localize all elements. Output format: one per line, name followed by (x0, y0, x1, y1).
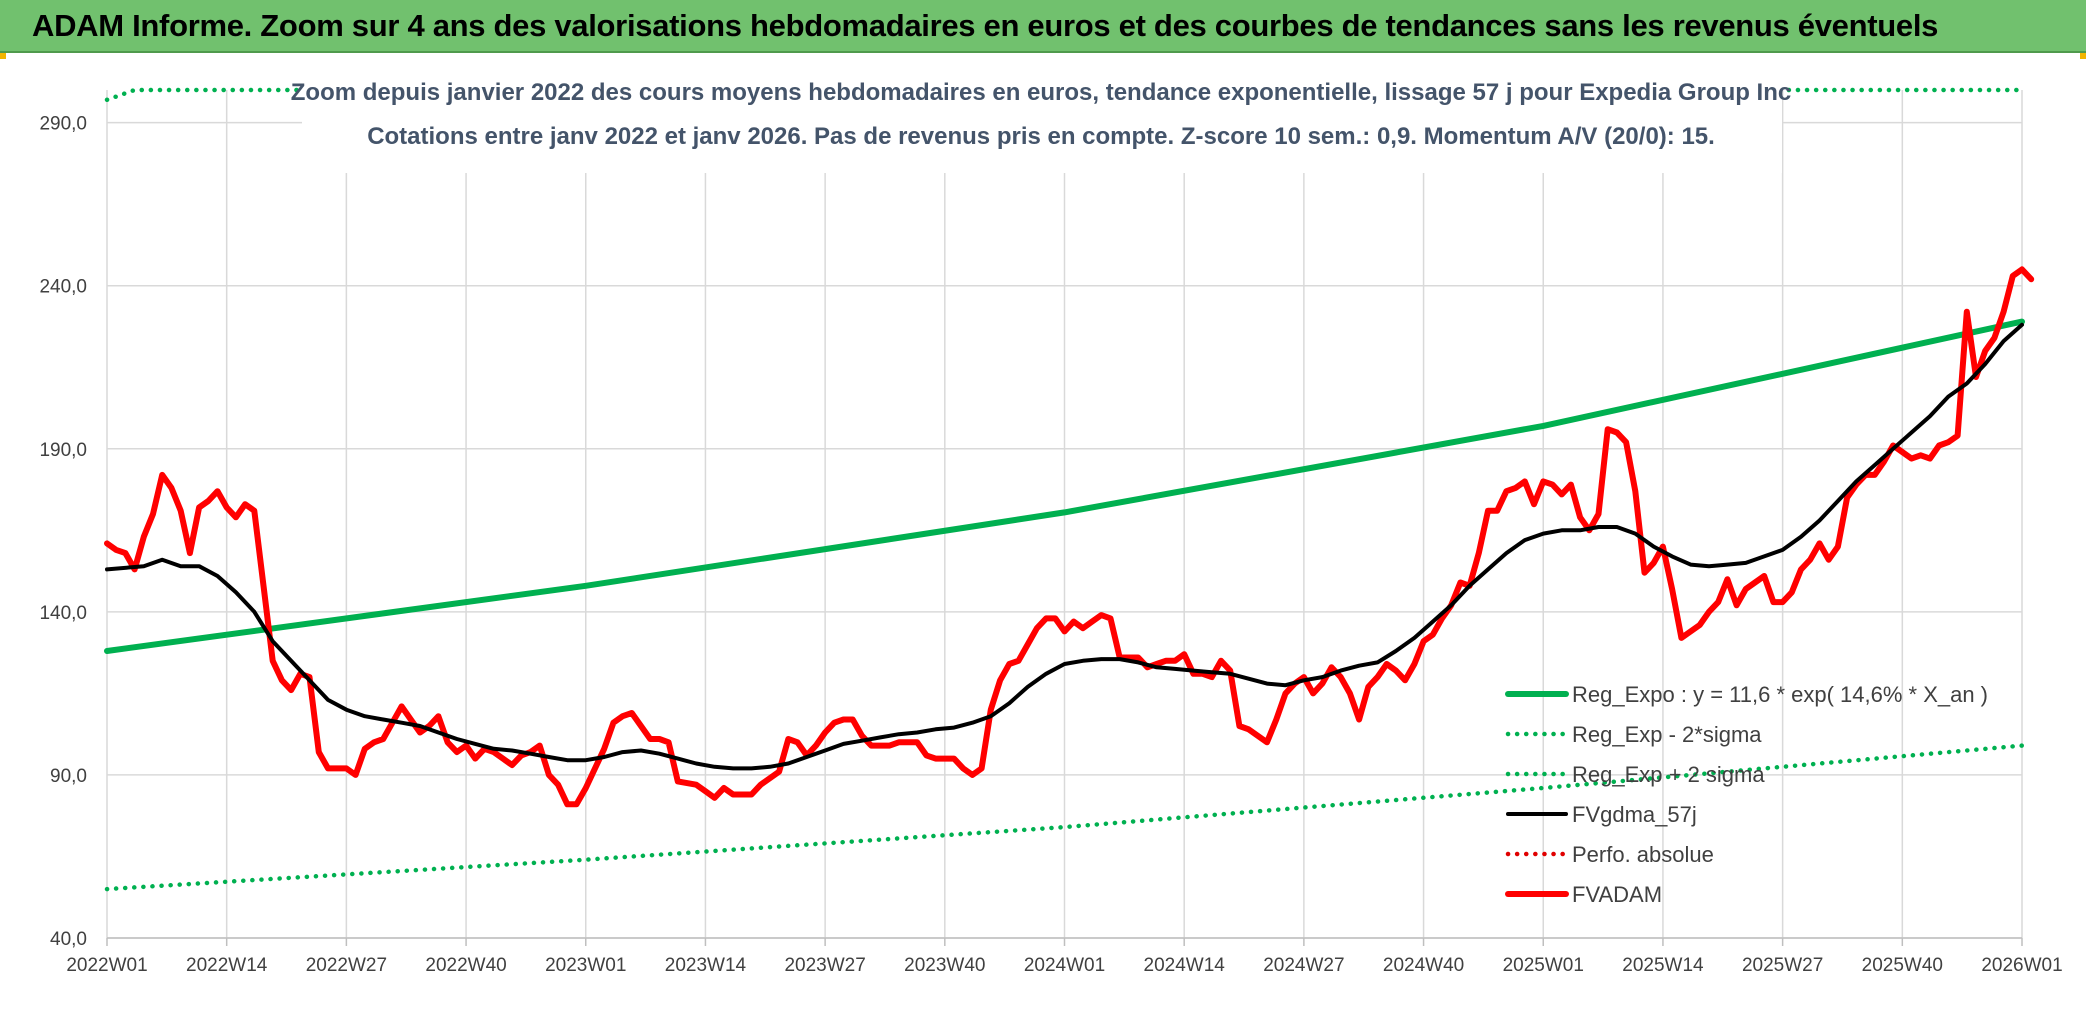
chart-title-background (302, 55, 1782, 173)
y-tick-label: 190,0 (39, 440, 87, 461)
x-tick-label: 2025W40 (1862, 955, 1943, 976)
chart-title: Zoom depuis janvier 2022 des cours moyen… (291, 79, 1791, 106)
y-tick-label: 290,0 (39, 114, 87, 135)
x-axis-tick-labels: 2022W01 2022W14 2022W27 2022W40 2023W01 2023W… (66, 955, 2062, 976)
chart-title-box: Zoom depuis janvier 2022 des cours moyen… (291, 55, 1791, 173)
x-tick-label: 2022W27 (306, 955, 387, 976)
y-tick-label: 40,0 (50, 929, 87, 950)
legend-label: Reg_Exp + 2 sigma (1572, 762, 1765, 787)
x-tick-label: 2023W40 (904, 955, 985, 976)
corner-marker-left (0, 53, 6, 59)
corner-marker-right (2080, 53, 2086, 59)
report-title: ADAM Informe. Zoom sur 4 ans des valoris… (32, 8, 1939, 43)
legend-label: Reg_Expo : y = 11,6 * exp( 14,6% * X_an … (1572, 682, 1988, 707)
chart-subtitle: Cotations entre janv 2022 et janv 2026. … (367, 123, 1715, 150)
x-tick-label: 2024W14 (1144, 955, 1226, 976)
chart-legend: Reg_Expo : y = 11,6 * exp( 14,6% * X_an … (1505, 682, 1988, 907)
y-tick-label: 90,0 (50, 766, 87, 787)
y-tick-label: 240,0 (39, 277, 87, 298)
series-line-0 (104, 318, 2025, 654)
legend-label: FVgdma_57j (1572, 802, 1697, 827)
series-line-1 (104, 743, 2025, 892)
x-tick-label: 2022W14 (186, 955, 268, 976)
x-tick-label: 2024W01 (1024, 955, 1105, 976)
x-tick-label: 2023W14 (665, 955, 747, 976)
legend-label: FVADAM (1572, 882, 1662, 907)
x-tick-label: 2025W01 (1503, 955, 1584, 976)
x-tick-label: 2025W27 (1742, 955, 1823, 976)
x-tick-label: 2022W01 (66, 955, 147, 976)
x-tick-label: 2025W14 (1622, 955, 1704, 976)
y-tick-label: 140,0 (39, 603, 87, 624)
legend-label: Reg_Exp - 2*sigma (1572, 722, 1762, 747)
x-tick-label: 2023W01 (545, 955, 626, 976)
series-line-3 (105, 322, 2024, 771)
series-line-2 (104, 87, 2025, 103)
report-banner: ADAM Informe. Zoom sur 4 ans des valoris… (0, 0, 2086, 53)
chart-grid (106, 90, 2023, 946)
x-tick-label: 2022W40 (425, 955, 506, 976)
x-tick-label: 2023W27 (784, 955, 865, 976)
legend-label: Perfo. absolue (1572, 842, 1714, 867)
x-tick-label: 2024W27 (1263, 955, 1344, 976)
chart-series (104, 87, 2035, 892)
x-tick-label: 2024W40 (1383, 955, 1464, 976)
y-axis-tick-labels: 40,0 90,0 140,0 190,0 240,0 290,0 (39, 114, 87, 950)
x-tick-label: 2026W01 (1981, 955, 2062, 976)
